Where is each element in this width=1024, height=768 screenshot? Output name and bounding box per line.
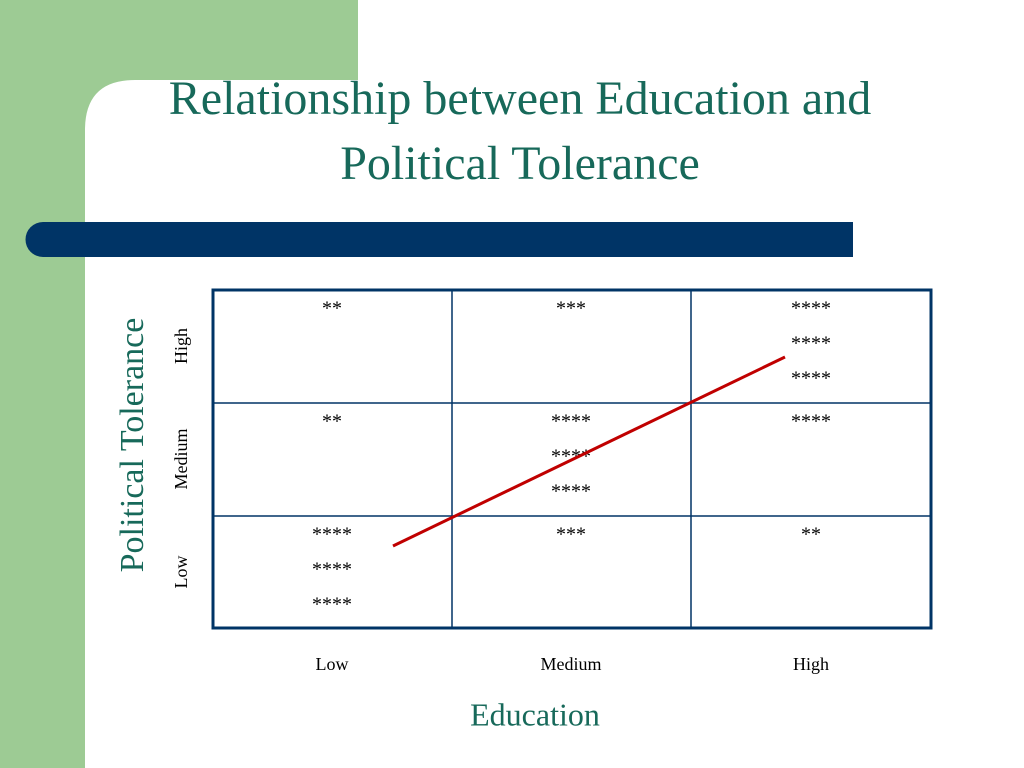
cell-stars: ** [322,411,342,433]
cell-stars: ** [322,298,342,320]
cell-stars: **** [791,298,831,320]
cell-stars: *** [556,524,586,546]
title-line: Relationship between Education and [169,72,871,125]
title-bar [25,222,853,257]
y-axis-label: Political Tolerance [114,318,151,573]
cell-stars: **** [312,594,352,616]
cell-stars: ** [801,524,821,546]
title-line: Political Tolerance [340,137,700,190]
cell-stars: *** [556,298,586,320]
column-label: Medium [541,654,602,674]
cell-stars: **** [551,411,591,433]
cell-stars: **** [791,411,831,433]
row-label: Low [171,556,191,589]
row-label: High [171,328,191,364]
cell-stars: **** [312,559,352,581]
table-grid [211,288,933,630]
trend-line [392,355,786,548]
x-axis-label: Education [470,696,600,732]
background-band [0,0,358,768]
cell-stars: **** [791,368,831,390]
column-label: High [793,654,829,674]
row-label: Medium [171,429,191,490]
cell-stars: **** [551,446,591,468]
column-label: Low [316,654,349,674]
cell-stars: **** [312,524,352,546]
cell-stars: **** [791,333,831,355]
cell-stars: **** [551,481,591,503]
